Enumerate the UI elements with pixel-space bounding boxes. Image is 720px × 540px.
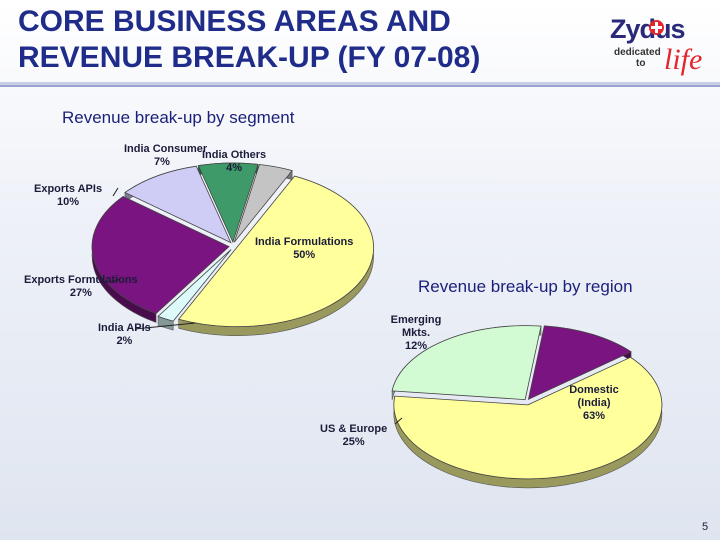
slice-exports-formulations bbox=[91, 196, 230, 314]
slice-india-apis bbox=[157, 249, 232, 322]
leader-line bbox=[112, 187, 119, 197]
logo-wordmark: Zydus bbox=[610, 14, 686, 44]
slice-label-exports-apis: Exports APIs 10% bbox=[34, 183, 103, 208]
label-leader-lines bbox=[109, 187, 403, 425]
logo-tagline-dedicated: dedicated bbox=[614, 47, 661, 58]
slice-india-others bbox=[233, 164, 293, 243]
slide-title: CORE BUSINESS AREAS AND REVENUE BREAK-UP… bbox=[18, 4, 538, 76]
slice-india-consumer bbox=[197, 162, 259, 244]
slice-label-emerging-mkts: Emerging Mkts. 12% bbox=[390, 314, 442, 352]
leader-line bbox=[134, 322, 196, 330]
slice-emerging-mkts bbox=[527, 325, 632, 401]
slice-label-india-others: India Others 4% bbox=[202, 149, 267, 174]
slice-label-exports-formulations: Exports Formulations 27% bbox=[24, 274, 138, 299]
region-chart-title: Revenue break-up by region bbox=[418, 277, 633, 296]
slice-label-domestic-india: Domestic (India) 63% bbox=[569, 384, 619, 422]
segment-chart-title: Revenue break-up by segment bbox=[62, 108, 295, 127]
slide-title-line-1: CORE BUSINESS AREAS AND bbox=[18, 5, 451, 38]
logo-tagline-life: life bbox=[664, 43, 703, 76]
logo-cross-icon bbox=[649, 20, 664, 35]
region-pie bbox=[391, 325, 663, 489]
slice-domestic-india bbox=[393, 356, 663, 480]
leader-line bbox=[109, 278, 121, 283]
slice-label-us-europe: US & Europe 25% bbox=[320, 423, 388, 448]
slice-india-formulations bbox=[178, 175, 375, 328]
segment-pie bbox=[91, 162, 375, 336]
logo-tagline-to: to bbox=[636, 58, 646, 69]
slice-label-india-consumer: India Consumer 7% bbox=[124, 143, 208, 168]
slice-label-india-formulations: India Formulations 50% bbox=[255, 236, 354, 261]
zydus-logo: Zydus dedicated to life bbox=[606, 14, 706, 76]
slice-exports-apis bbox=[124, 165, 232, 244]
slide-title-line-2: REVENUE BREAK-UP (FY 07-08) bbox=[18, 41, 481, 74]
page-number: 5 bbox=[702, 521, 709, 533]
title-divider bbox=[0, 82, 720, 88]
leader-line bbox=[394, 417, 403, 425]
slice-label-india-apis: India APIs 2% bbox=[98, 322, 151, 347]
slice-us-europe bbox=[391, 325, 542, 401]
